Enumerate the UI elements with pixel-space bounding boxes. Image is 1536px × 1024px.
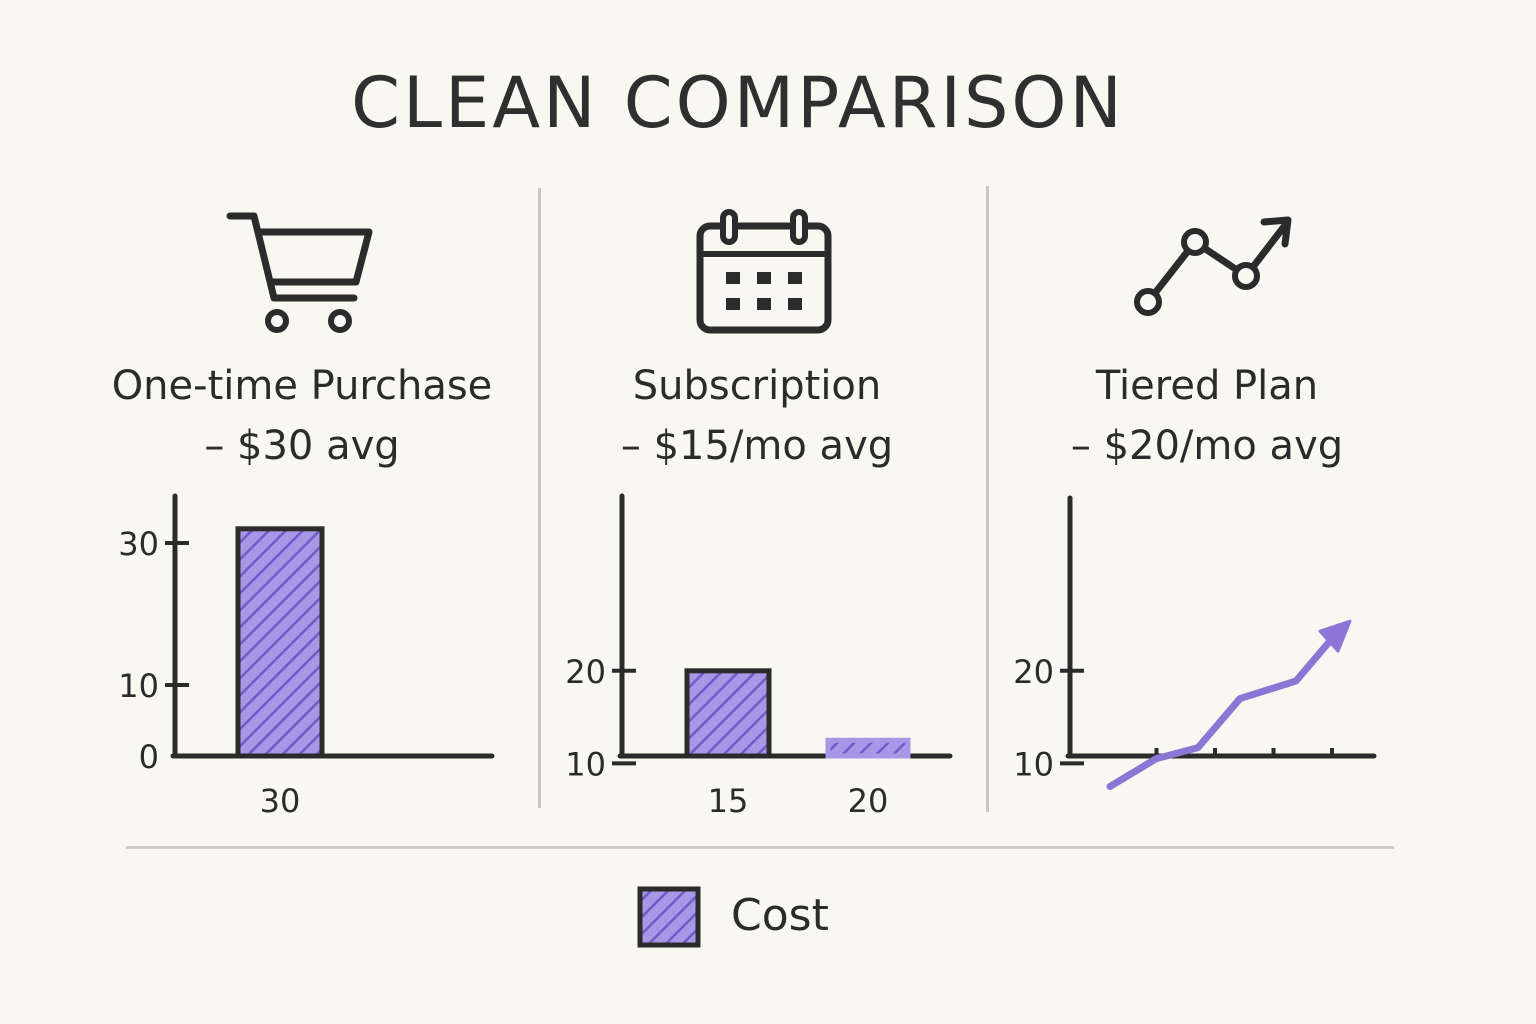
y-tick-label-2-20: 20 — [1013, 653, 1054, 691]
panel-subscription-label: Subscription – $15/mo avg — [552, 356, 962, 476]
panel-subscription-title: Subscription — [632, 363, 882, 409]
panel-divider-left — [538, 188, 541, 808]
category-label-0-0: 30 — [260, 782, 301, 820]
legend-swatch — [637, 886, 701, 948]
y-tick-label-1-20: 20 — [565, 653, 606, 691]
panel-one-time-label: One-time Purchase – $30 avg — [102, 356, 502, 476]
y-tick-label-1-10: 10 — [565, 745, 606, 783]
panel-tiered-price: – $20/mo avg — [1070, 423, 1344, 469]
category-label-1-1: 20 — [848, 782, 889, 820]
panel-one-time-title: One-time Purchase — [111, 363, 493, 409]
y-tick-label-0-10: 10 — [118, 667, 159, 705]
chart-title: CLEAN COMPARISON — [351, 62, 1125, 144]
category-label-1-0: 15 — [708, 782, 749, 820]
panel-tiered-label: Tiered Plan – $20/mo avg — [1002, 356, 1412, 476]
bar-1-0 — [684, 668, 772, 759]
panel-subscription-price: – $15/mo avg — [620, 423, 894, 469]
panel-tiered-title: Tiered Plan — [1095, 363, 1319, 409]
series-arrowhead-2 — [1318, 619, 1352, 653]
trend-line-icon — [1134, 216, 1292, 316]
shopping-cart-icon — [226, 212, 373, 333]
y-tick-label-0-0: 0 — [139, 738, 159, 776]
series-line-2 — [1106, 625, 1344, 791]
panel-divider-right — [986, 186, 989, 812]
legend-label: Cost — [731, 890, 829, 941]
legend-divider — [126, 846, 1394, 849]
bar-1-1 — [825, 737, 911, 759]
panel-one-time-price: – $30 avg — [204, 423, 400, 469]
y-tick-label-0-30: 30 — [118, 525, 159, 563]
y-tick-label-2-10: 10 — [1013, 745, 1054, 783]
calendar-icon — [696, 209, 832, 334]
bar-0-0 — [235, 526, 325, 759]
